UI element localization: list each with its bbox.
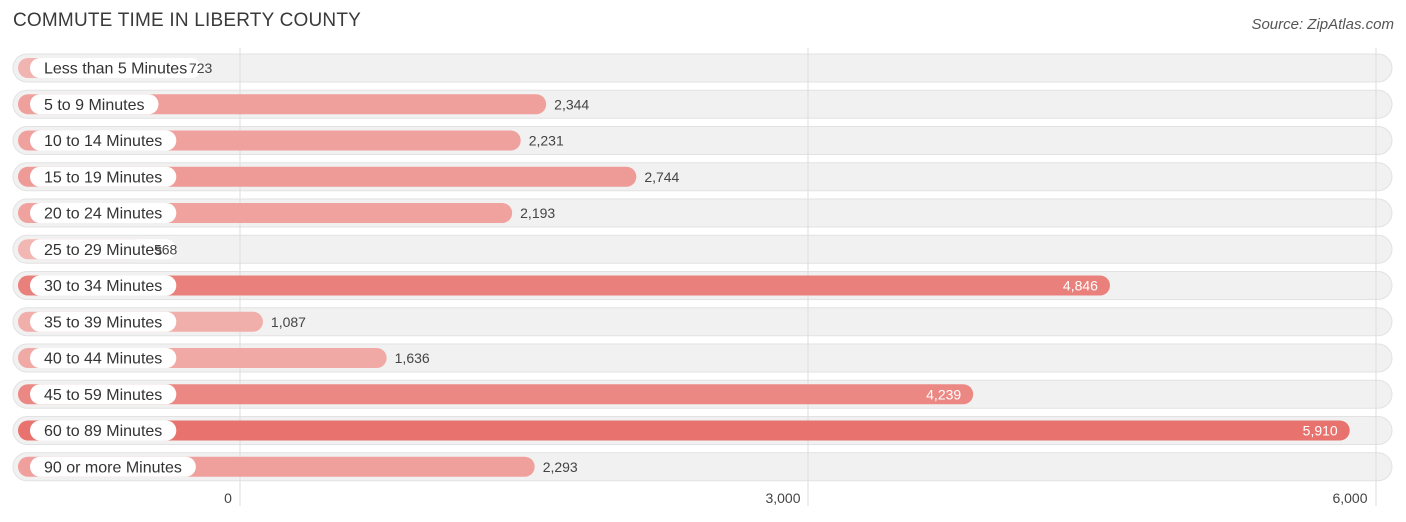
bar bbox=[18, 420, 1350, 441]
value-labels: 723 2,344 2,231 2,744 2,193 568 4,846 1,087 1,63… bbox=[154, 60, 1338, 475]
category-label-pill bbox=[30, 130, 177, 151]
value-label: 723 bbox=[189, 60, 213, 76]
value-label: 4,846 bbox=[1063, 278, 1098, 294]
category-label-pill bbox=[30, 311, 177, 332]
chart-title: COMMUTE TIME IN LIBERTY COUNTY bbox=[13, 10, 362, 31]
category-label: 25 to 29 Minutes bbox=[44, 242, 162, 259]
category-label: 20 to 24 Minutes bbox=[44, 206, 162, 223]
bar bbox=[18, 384, 974, 405]
category-label: 5 to 9 Minutes bbox=[44, 97, 145, 114]
value-label: 2,293 bbox=[543, 459, 578, 475]
category-label: 30 to 34 Minutes bbox=[44, 278, 162, 295]
category-label-pill bbox=[30, 275, 177, 296]
value-label: 2,744 bbox=[644, 169, 679, 185]
row-track bbox=[12, 53, 1393, 83]
row-track bbox=[12, 307, 1393, 337]
category-label-pill bbox=[30, 203, 177, 223]
category-label: 60 to 89 Minutes bbox=[44, 423, 162, 440]
category-label: 15 to 19 Minutes bbox=[44, 169, 162, 186]
category-label-pill bbox=[30, 348, 177, 368]
category-label: 45 to 59 Minutes bbox=[44, 387, 162, 404]
category-label-pill bbox=[30, 239, 177, 260]
value-label: 568 bbox=[154, 241, 178, 257]
category-label-pill bbox=[30, 384, 177, 405]
value-label: 1,636 bbox=[395, 350, 430, 366]
value-label: 1,087 bbox=[271, 314, 306, 330]
category-label-pill bbox=[30, 58, 202, 78]
row-track bbox=[12, 234, 1393, 264]
category-label: 40 to 44 Minutes bbox=[44, 351, 162, 368]
x-tick-label: 3,000 bbox=[765, 490, 800, 506]
value-label: 5,910 bbox=[1303, 423, 1338, 439]
value-label: 4,239 bbox=[926, 386, 961, 402]
category-label: 35 to 39 Minutes bbox=[44, 314, 162, 331]
category-label-pill bbox=[30, 456, 196, 477]
x-tick-label: 6,000 bbox=[1332, 490, 1367, 506]
bars bbox=[18, 58, 1350, 477]
x-tick-label: 0 bbox=[224, 490, 232, 506]
category-label-pill bbox=[30, 166, 177, 187]
category-labels: Less than 5 Minutes 5 to 9 Minutes 10 to 1… bbox=[30, 58, 202, 477]
row-tracks bbox=[12, 53, 1393, 482]
x-axis-ticks: 0 3,000 6,000 bbox=[224, 490, 1368, 506]
value-label: 2,193 bbox=[520, 205, 555, 221]
bar bbox=[18, 275, 1110, 296]
value-label: 2,231 bbox=[529, 133, 564, 149]
chart-source: Source: ZipAtlas.com bbox=[1251, 16, 1394, 33]
category-label: 10 to 14 Minutes bbox=[44, 133, 162, 150]
category-label: 90 or more Minutes bbox=[44, 459, 182, 476]
value-label: 2,344 bbox=[554, 96, 589, 112]
category-label-pill bbox=[30, 420, 177, 441]
category-label: Less than 5 Minutes bbox=[44, 61, 187, 78]
category-label-pill bbox=[30, 94, 159, 115]
